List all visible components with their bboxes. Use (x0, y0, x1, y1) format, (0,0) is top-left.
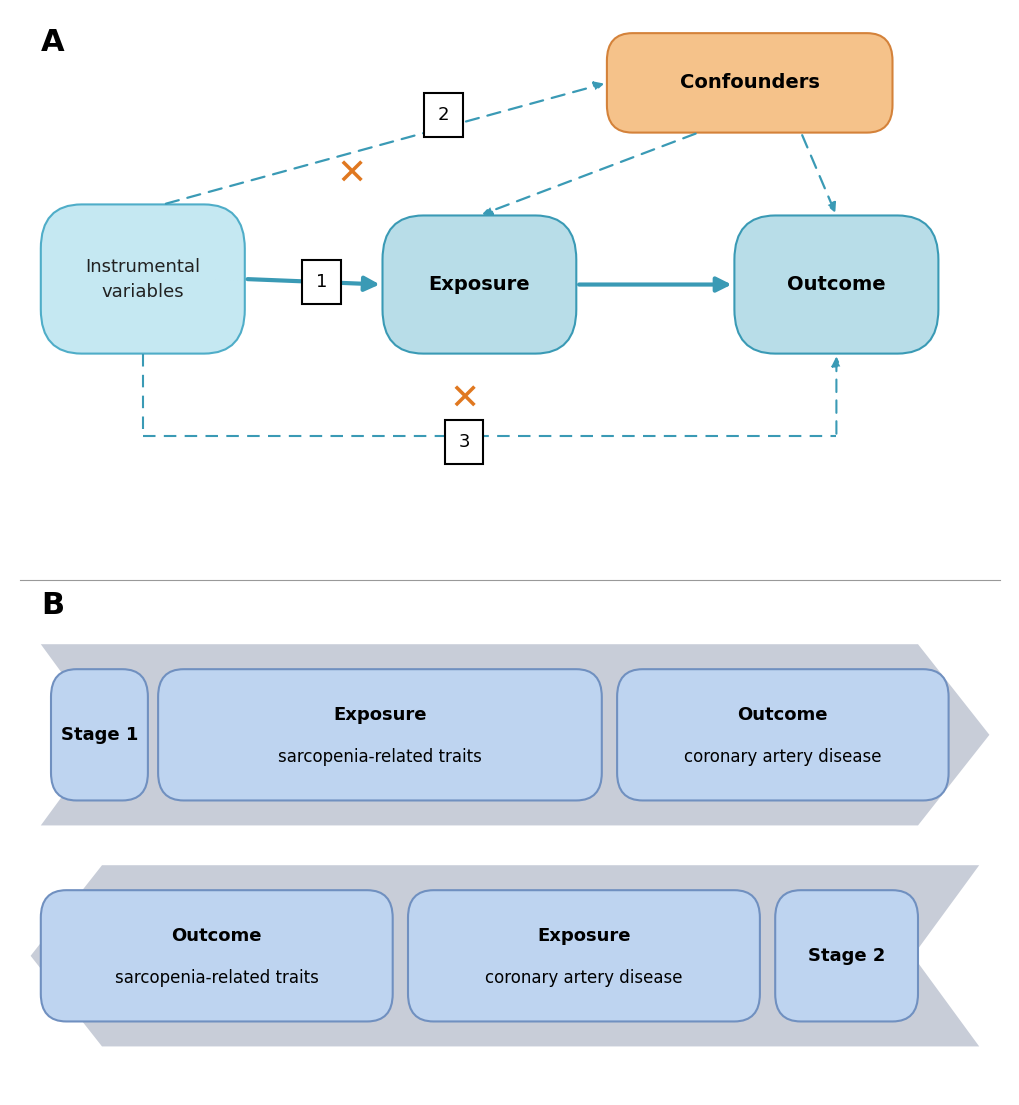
FancyBboxPatch shape (774, 891, 917, 1021)
Text: Outcome: Outcome (171, 927, 262, 945)
Text: Exposure: Exposure (428, 275, 530, 294)
Text: Outcome: Outcome (787, 275, 884, 294)
FancyBboxPatch shape (382, 215, 576, 354)
Text: ✕: ✕ (336, 158, 367, 191)
Text: Outcome: Outcome (737, 706, 827, 724)
Text: coronary artery disease: coronary artery disease (684, 748, 880, 766)
Text: Instrumental
variables: Instrumental variables (86, 257, 200, 301)
FancyBboxPatch shape (158, 670, 601, 800)
Text: Confounders: Confounders (679, 73, 819, 93)
FancyBboxPatch shape (41, 891, 392, 1021)
FancyBboxPatch shape (734, 215, 937, 354)
Text: coronary artery disease: coronary artery disease (485, 969, 682, 987)
Text: sarcopenia-related traits: sarcopenia-related traits (278, 748, 481, 766)
Text: A: A (41, 28, 64, 56)
FancyBboxPatch shape (408, 891, 759, 1021)
FancyBboxPatch shape (444, 420, 483, 464)
Text: 2: 2 (437, 106, 449, 124)
Text: Stage 2: Stage 2 (807, 947, 884, 965)
Text: ✕: ✕ (448, 383, 479, 417)
Text: sarcopenia-related traits: sarcopenia-related traits (115, 969, 318, 987)
FancyBboxPatch shape (424, 93, 463, 137)
Text: 3: 3 (458, 433, 470, 451)
FancyBboxPatch shape (51, 670, 148, 800)
FancyBboxPatch shape (302, 260, 340, 304)
Text: Stage 1: Stage 1 (61, 726, 138, 744)
Text: 1: 1 (315, 273, 327, 291)
FancyBboxPatch shape (41, 204, 245, 354)
Polygon shape (41, 644, 988, 825)
Text: Exposure: Exposure (537, 927, 630, 945)
FancyBboxPatch shape (606, 33, 892, 133)
FancyBboxPatch shape (616, 670, 948, 800)
Polygon shape (31, 865, 978, 1046)
Text: Exposure: Exposure (333, 706, 426, 724)
Text: B: B (41, 591, 64, 620)
